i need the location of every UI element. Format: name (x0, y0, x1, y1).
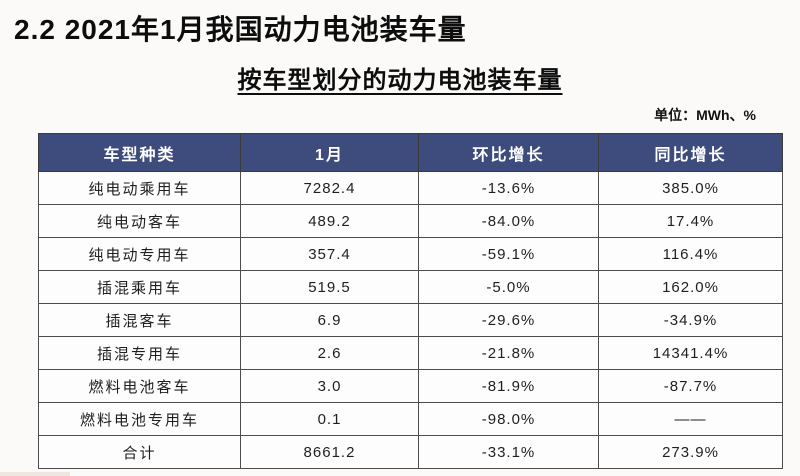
column-header-yoy-growth: 同比增长 (598, 133, 783, 172)
cell-category: 插混客车 (38, 303, 241, 337)
cell-category: 燃料电池专用车 (38, 402, 241, 436)
cell-jan: 2.6 (240, 336, 419, 370)
table-row: 插混乘用车 519.5 -5.0% 162.0% (38, 270, 783, 304)
cell-jan: 489.2 (240, 204, 419, 238)
cell-yoy-growth: —— (598, 402, 783, 436)
cell-category: 合计 (38, 435, 241, 469)
cell-yoy-growth: 273.9% (598, 435, 783, 469)
cell-category: 插混专用车 (38, 336, 241, 370)
table-row: 纯电动专用车 357.4 -59.1% 116.4% (38, 237, 783, 271)
cell-jan: 3.0 (240, 369, 419, 403)
cell-jan: 7282.4 (240, 171, 419, 205)
table-row: 纯电动客车 489.2 -84.0% 17.4% (38, 204, 783, 238)
unit-label: 单位：MWh、% (654, 107, 756, 123)
table-header: 车型种类 1月 环比增长 同比增长 (38, 133, 783, 172)
cell-category: 燃料电池客车 (38, 369, 241, 403)
cell-yoy-growth: 116.4% (598, 237, 783, 271)
cell-yoy-growth: 385.0% (598, 171, 783, 205)
table-body: 纯电动乘用车 7282.4 -13.6% 385.0% 纯电动客车 489.2 -84.0%… (38, 171, 783, 469)
cell-yoy-growth: 162.0% (598, 270, 783, 304)
cell-category: 纯电动专用车 (38, 237, 241, 271)
column-header-january: 1月 (240, 133, 419, 172)
cell-jan: 0.1 (240, 402, 419, 436)
section-title: 2.2 2021年1月我国动力电池装车量 (14, 14, 467, 45)
cell-jan: 519.5 (240, 270, 419, 304)
cell-category: 插混乘用车 (38, 270, 241, 304)
column-header-mom-growth: 环比增长 (418, 133, 599, 172)
cell-yoy-growth: -34.9% (598, 303, 783, 337)
table-row: 燃料电池专用车 0.1 -98.0% —— (38, 402, 783, 436)
cell-category: 纯电动客车 (38, 204, 241, 238)
table-title: 按车型划分的动力电池装车量 (237, 67, 563, 94)
page-edge-smudge (0, 472, 70, 476)
cell-mom-growth: -84.0% (418, 204, 599, 238)
cell-jan: 8661.2 (240, 435, 419, 469)
cell-category: 纯电动乘用车 (38, 171, 241, 205)
cell-yoy-growth: -87.7% (598, 369, 783, 403)
table-row: 燃料电池客车 3.0 -81.9% -87.7% (38, 369, 783, 403)
cell-mom-growth: -21.8% (418, 336, 599, 370)
cell-mom-growth: -5.0% (418, 270, 599, 304)
table-row: 合计 8661.2 -33.1% 273.9% (38, 435, 783, 469)
cell-mom-growth: -59.1% (418, 237, 599, 271)
cell-jan: 357.4 (240, 237, 419, 271)
cell-yoy-growth: 17.4% (598, 204, 783, 238)
cell-mom-growth: -98.0% (418, 402, 599, 436)
cell-mom-growth: -81.9% (418, 369, 599, 403)
table-header-row: 车型种类 1月 环比增长 同比增长 (38, 133, 783, 172)
table-row: 纯电动乘用车 7282.4 -13.6% 385.0% (38, 171, 783, 205)
table-row: 插混专用车 2.6 -21.8% 14341.4% (38, 336, 783, 370)
table-row: 插混客车 6.9 -29.6% -34.9% (38, 303, 783, 337)
column-header-category: 车型种类 (38, 133, 241, 172)
cell-mom-growth: -29.6% (418, 303, 599, 337)
battery-install-table: 车型种类 1月 环比增长 同比增长 纯电动乘用车 7282.4 -13.6% 385.… (38, 133, 783, 469)
cell-jan: 6.9 (240, 303, 419, 337)
cell-mom-growth: -13.6% (418, 171, 599, 205)
cell-mom-growth: -33.1% (418, 435, 599, 469)
cell-yoy-growth: 14341.4% (598, 336, 783, 370)
